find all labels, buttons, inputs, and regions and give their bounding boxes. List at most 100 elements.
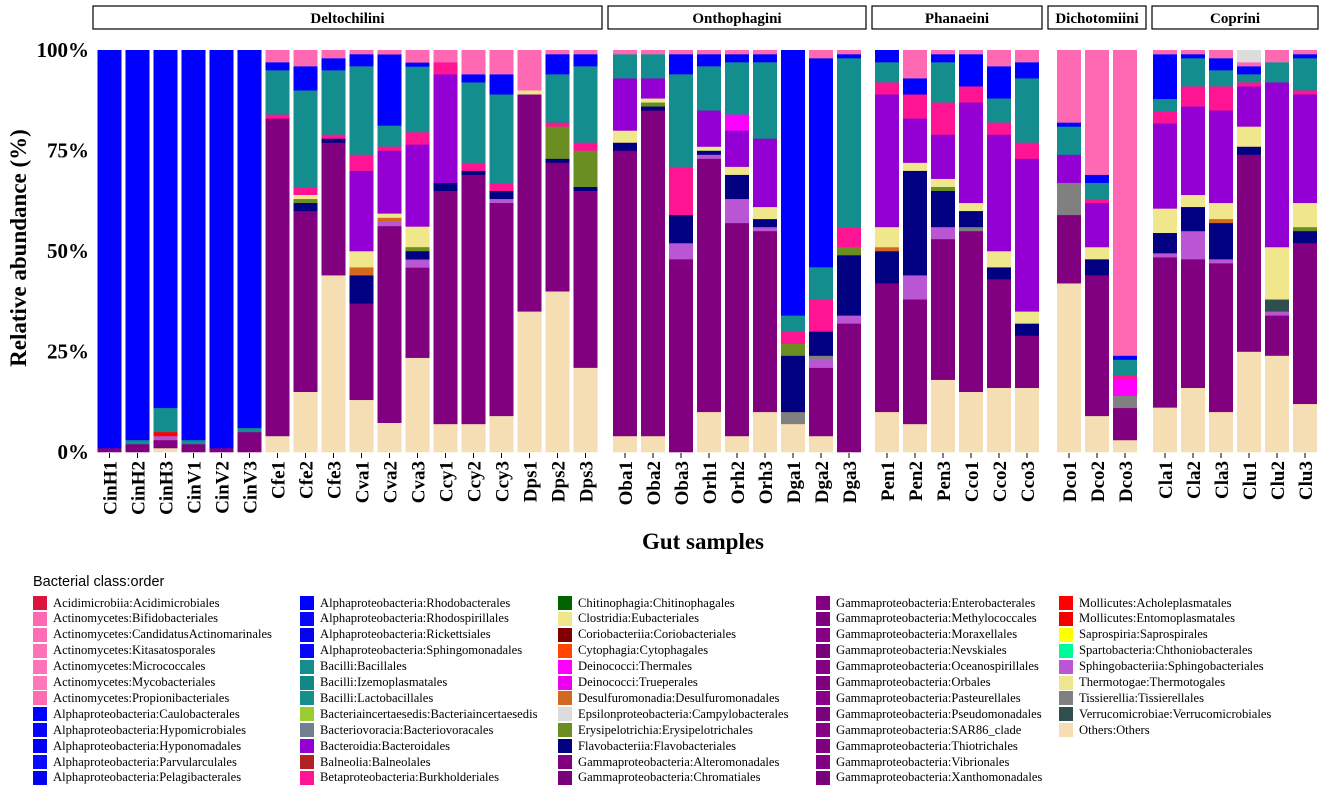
legend-item: Thermotogae:Thermotogales <box>1059 675 1225 691</box>
bar-segment-Cla3-actinomycetes <box>1209 50 1233 59</box>
bar-segment-Ccy1-actinomycetes <box>433 50 458 63</box>
bar-segment-Dga2-actinomycetes <box>809 50 833 59</box>
bar-segment-Cva2-desulfuromonadia <box>377 217 402 222</box>
legend-label: Gammaproteobacteria:Enterobacterales <box>836 595 1036 610</box>
bar-segment-Orh2-alphaproteobacteria <box>725 54 749 63</box>
bar-segment-Cva3-sphingobacteriia <box>405 259 430 268</box>
x-tick-label-Cla1: Cla1 <box>1156 461 1177 499</box>
legend-label: Cytophagia:Cytophagales <box>578 643 709 658</box>
bar-segment-Ccy3-gammaproteobacteria <box>489 202 514 417</box>
bar-segment-Pen1-clostridia-thermotogae <box>875 226 899 248</box>
x-tick-label-CinH3: CinH3 <box>157 461 178 515</box>
bar-segment-Clu3-clostridia-thermotogae <box>1293 202 1317 228</box>
bar-segment-Clu3-bacteroidia <box>1293 94 1317 204</box>
legend-swatch <box>33 611 47 626</box>
bar-segment-Dga3-bacilli <box>837 58 861 228</box>
legend-swatch <box>558 611 572 626</box>
legend-label: Others:Others <box>1079 722 1150 737</box>
bar-segment-Pen3-actinomycetes <box>931 50 955 55</box>
bar-segment-Clu1-clostridia-thermotogae <box>1237 126 1261 147</box>
legend-label: Bacteriovoracia:Bacteriovoracales <box>320 722 494 737</box>
bar-segment-Cla1-actinomycetes <box>1153 50 1177 55</box>
bar-segment-Cco3-others <box>1015 387 1039 453</box>
bar-segment-Oba2-flavobacteriia <box>641 106 665 111</box>
legend-item: Gammaproteobacteria:Enterobacterales <box>816 595 1035 611</box>
bar-segment-Ccy1-bacteroidia <box>433 74 458 183</box>
bar-segment-Oba2-others <box>641 435 665 453</box>
bar-segment-Cfe3-bacilli <box>321 70 346 135</box>
bar-segment-Orh1-bacilli <box>697 66 721 111</box>
bar-segment-Orh2-others <box>725 435 749 453</box>
x-tick-label-Cva3: Cva3 <box>409 461 430 503</box>
bar-segment-Pen3-alphaproteobacteria <box>931 54 955 63</box>
bar-segment-Dco2-alphaproteobacteria <box>1085 174 1109 183</box>
bar-segment-Clu3-betaproteobacteria <box>1293 90 1317 95</box>
legend-swatch <box>816 675 830 690</box>
bar-segment-Clu2-verrucomicrobiae <box>1265 299 1289 312</box>
bar-segment-Cva3-gammaproteobacteria <box>405 267 430 358</box>
legend-label: Gammaproteobacteria:Orbales <box>836 675 991 689</box>
bar-segment-Dps1-gammaproteobacteria <box>517 94 542 312</box>
legend-swatch <box>816 643 830 658</box>
bar-segment-Cfe1-gammaproteobacteria <box>265 118 290 437</box>
bar-segment-Cco3-gammaproteobacteria <box>1015 335 1039 388</box>
bar-segment-Cla2-clostridia-thermotogae <box>1181 194 1205 208</box>
legend-item: Bacteriovoracia:Bacteriovoracales <box>300 722 493 738</box>
x-tick-label-Dco2: Dco2 <box>1088 461 1109 502</box>
bar-segment-Cfe2-betaproteobacteria <box>293 186 318 196</box>
bar-segment-Dco3-gammaproteobacteria <box>1113 407 1137 441</box>
x-tick-label-Ccy1: Ccy1 <box>437 461 458 502</box>
legend-item: Others:Others <box>1059 722 1150 738</box>
legend-swatch <box>558 707 572 722</box>
x-tick-label-Ccy3: Ccy3 <box>493 461 514 502</box>
bar-segment-Clu3-flavobacteriia <box>1293 230 1317 244</box>
bar-segment-Cco2-others <box>987 387 1011 453</box>
bar-segment-Cfe3-betaproteobacteria <box>321 134 346 139</box>
legend-swatch <box>33 691 47 706</box>
legend-item: Actinomycetes:CandidatusActinomarinales <box>33 627 272 643</box>
bar-segment-Dga2-bacilli <box>809 267 833 300</box>
legend-label: Bacilli:Izemoplasmatales <box>320 675 448 689</box>
legend-item: Balneolia:Balneolales <box>300 754 431 770</box>
bar-segment-Ccy2-actinomycetes <box>461 50 486 75</box>
bar-segment-Dps3-actinomycetes <box>573 50 598 55</box>
bar-segment-Cla3-desulfuromonadia <box>1209 218 1233 224</box>
bar-segment-Pen2-alphaproteobacteria <box>903 78 927 95</box>
bar-segment-Cva3-clostridia-thermotogae <box>405 226 430 248</box>
bar-segment-Pen3-betaproteobacteria <box>931 102 955 135</box>
bar-segment-Cco2-flavobacteriia <box>987 267 1011 280</box>
legend-swatch <box>1059 691 1073 706</box>
legend-label: Actinomycetes:Bifidobacteriales <box>53 611 219 626</box>
legend-label: Actinomycetes:Mycobacteriales <box>53 675 216 689</box>
bar-segment-Dco2-actinomycetes <box>1085 50 1109 175</box>
bar-segment-Cfe1-bacilli <box>265 70 290 115</box>
legend-swatch <box>300 707 314 722</box>
bar-segment-Dps2-erysipelotrichia <box>545 126 570 159</box>
facet-strip-label: Onthophagini <box>692 11 781 27</box>
facet-strip-label: Dichotomiini <box>1055 11 1138 27</box>
x-tick-label-Dga3: Dga3 <box>840 461 861 503</box>
bar-segment-Pen1-desulfuromonadia <box>875 246 899 252</box>
bar-segment-Orh1-gammaproteobacteria <box>697 158 721 413</box>
bar-segment-Cva2-alphaproteobacteria <box>377 54 402 126</box>
legend-swatch <box>816 596 830 610</box>
bar-segment-Pen2-bacteroidia <box>903 118 927 163</box>
bar-segment-Clu1-betaproteobacteria <box>1237 82 1261 87</box>
bar-segment-Dco3-tissierellia <box>1113 395 1137 409</box>
bar-segment-Orh3-bacilli <box>753 62 777 139</box>
bar-segment-Pen3-sphingobacteriia <box>931 226 955 240</box>
bar-segment-Dco2-flavobacteriia <box>1085 259 1109 276</box>
y-tick-label: 0% <box>58 440 90 464</box>
bar-segment-Clu1-epsilonproteobacteria <box>1237 50 1261 63</box>
bar-segment-Dps2-others <box>545 291 570 453</box>
legend-item: Clostridia:Eubacteriales <box>558 611 699 627</box>
bar-segment-Oba2-erysipelotrichia <box>641 102 665 107</box>
bar-segment-CinV1-gammaproteobacteria <box>181 443 206 453</box>
legend-label: Gammaproteobacteria:Pseudomonadales <box>836 706 1042 721</box>
legend-swatch <box>816 627 830 642</box>
bar-segment-Clu1-bacilli <box>1237 74 1261 83</box>
bar-segment-CinH3-others <box>153 447 178 453</box>
bar-segment-Oba1-bacilli <box>613 54 637 79</box>
legend-item: Gammaproteobacteria:Oceanospirillales <box>816 659 1039 675</box>
bar-segment-Ccy1-others <box>433 423 458 453</box>
